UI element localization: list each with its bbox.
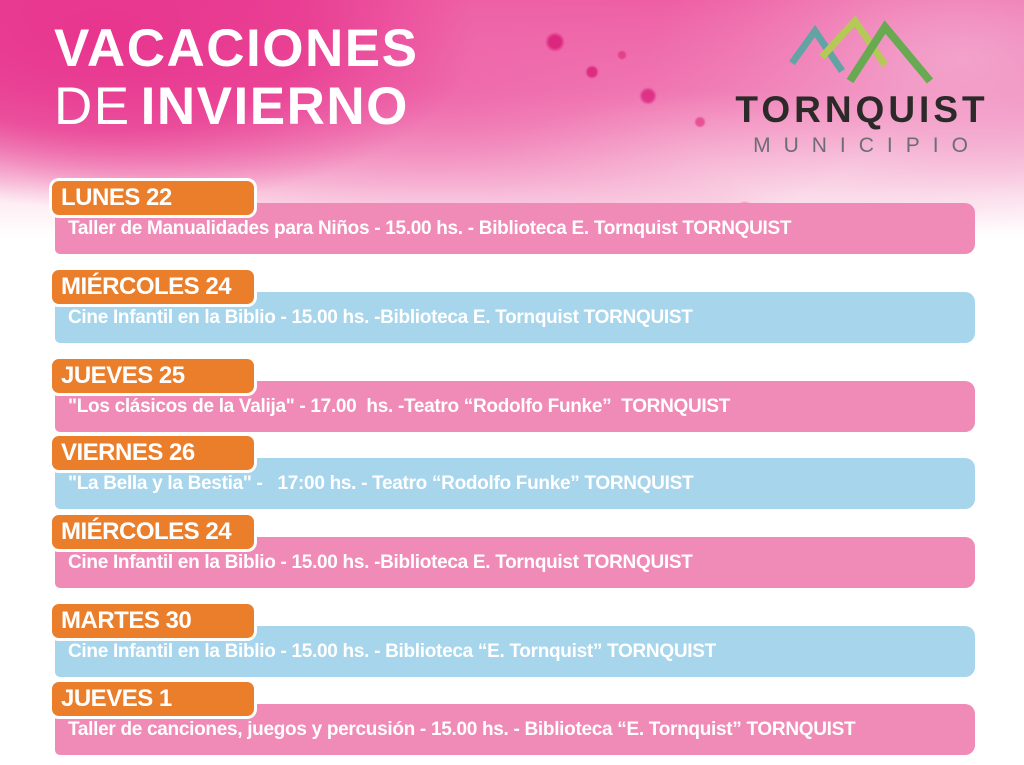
event-day-badge: MARTES 30 — [49, 601, 257, 641]
event-day-badge: JUEVES 25 — [49, 356, 257, 396]
event-row: JUEVES 1 Taller de canciones, juegos y p… — [49, 679, 975, 755]
event-details-text: "Los clásicos de la Valija" - 17.00 hs. … — [68, 395, 731, 417]
event-details-text: "La Bella y la Bestia" - 17:00 hs. - Tea… — [68, 472, 694, 494]
event-row: LUNES 22 Taller de Manualidades para Niñ… — [49, 178, 975, 254]
event-details-bar: "La Bella y la Bestia" - 17:00 hs. - Tea… — [55, 458, 975, 509]
event-day-badge: MIÉRCOLES 24 — [49, 267, 257, 307]
municipality-logo: TORNQUIST MUNICIPIO — [716, 12, 1008, 158]
event-row: MARTES 30 Cine Infantil en la Biblio - 1… — [49, 601, 975, 677]
title-line-1: VACACIONES — [54, 19, 419, 78]
mountain-right — [846, 20, 934, 84]
event-day-badge: JUEVES 1 — [49, 679, 257, 719]
event-row: VIERNES 26 "La Bella y la Bestia" - 17:0… — [49, 433, 975, 509]
event-row: MIÉRCOLES 24 Cine Infantil en la Biblio … — [49, 267, 975, 343]
event-details-text: Cine Infantil en la Biblio - 15.00 hs. -… — [68, 306, 693, 328]
logo-name: TORNQUIST — [735, 89, 989, 130]
event-details-bar: "Los clásicos de la Valija" - 17.00 hs. … — [55, 381, 975, 432]
event-details-text: Cine Infantil en la Biblio - 15.00 hs. -… — [68, 640, 716, 662]
mountain-left — [789, 24, 845, 73]
event-day-badge: MIÉRCOLES 24 — [49, 512, 257, 552]
event-day-badge: VIERNES 26 — [49, 433, 257, 473]
event-day-badge: LUNES 22 — [49, 178, 257, 218]
title-line-2-emphasis: INVIERNO — [140, 77, 409, 136]
mountains-icon — [789, 15, 934, 84]
event-details-text: Cine Infantil en la Biblio - 15.00 hs. -… — [68, 551, 693, 573]
events-list: LUNES 22 Taller de Manualidades para Niñ… — [0, 178, 1024, 755]
mountain-middle — [819, 15, 888, 67]
title-line-2: DE INVIERNO — [54, 78, 418, 136]
logo-subtitle: MUNICIPIO — [753, 134, 981, 157]
event-details-text: Taller de canciones, juegos y percusión … — [68, 718, 856, 740]
event-row: JUEVES 25 "Los clásicos de la Valija" - … — [49, 356, 975, 432]
page-title: VACACIONES DE INVIERNO — [54, 20, 418, 136]
event-details-text: Taller de Manualidades para Niños - 15.0… — [68, 217, 792, 239]
event-row: MIÉRCOLES 24 Cine Infantil en la Biblio … — [49, 512, 975, 588]
title-line-2-prefix: DE — [54, 77, 131, 136]
